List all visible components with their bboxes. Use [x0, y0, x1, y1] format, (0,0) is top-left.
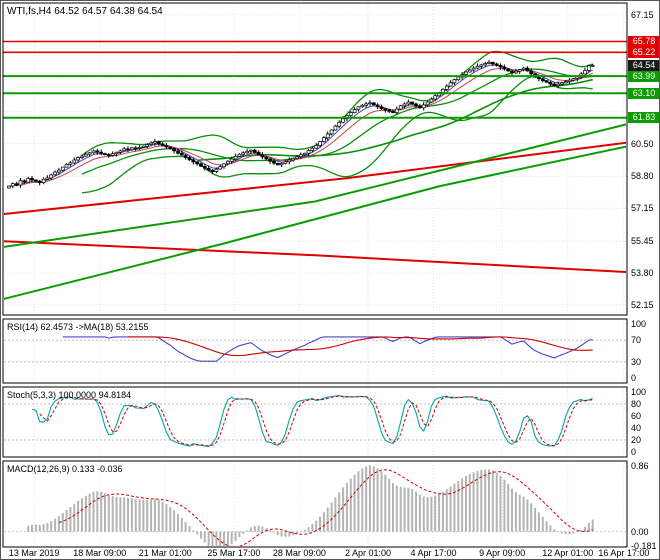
stoch-panel-title: Stoch(5,3,3) 100.0000 94.8184	[7, 390, 132, 400]
price-axis-label: 60.50	[631, 138, 654, 149]
rsi-axis-label: 30	[631, 356, 642, 367]
rsi-axis-label: 70	[631, 335, 642, 346]
stoch-axis-label: 60	[631, 411, 642, 421]
macd-panel-title: MACD(12,26,9) 0.133 -0.036	[7, 464, 123, 474]
time-axis-label: 4 Apr 17:00	[410, 548, 457, 558]
time-axis-label: 25 Mar 17:00	[207, 548, 261, 558]
time-axis-label: 21 Mar 01:00	[138, 548, 192, 558]
panel-frames	[2, 2, 628, 548]
rsi-axis-label: 0	[631, 373, 637, 383]
macd-axis-label: 0.86	[631, 460, 649, 471]
price-level-lines[interactable]	[3, 40, 627, 119]
price-axis-label: 52.15	[631, 299, 654, 310]
price-axis-label: 55.45	[631, 236, 654, 247]
current-price-badge: 64.54	[628, 59, 659, 71]
time-axis-label: 2 Apr 01:00	[345, 548, 392, 558]
stoch-axis-label: 0	[631, 447, 637, 457]
price-badge-61.83: 61.83	[628, 112, 659, 124]
stoch-axis-label: 80	[631, 399, 642, 409]
time-axis-label: 13 Mar 2019	[8, 548, 60, 558]
price-axis-label: 53.80	[631, 268, 654, 279]
price-axis-label: 67.15	[631, 9, 654, 20]
stoch-axis-label: 100	[631, 387, 647, 397]
price-badge-63.10: 63.10	[628, 87, 659, 99]
time-axis-label: 18 Mar 09:00	[73, 548, 127, 558]
rsi-plot	[4, 336, 626, 363]
red-falling-trend-ma	[4, 240, 626, 274]
price-badge-65.22: 65.22	[628, 46, 659, 58]
price-axis-label: 57.15	[631, 203, 654, 214]
stoch-axis-label: 40	[631, 423, 642, 433]
time-axis-label: 28 Mar 09:00	[272, 548, 326, 558]
macd-axis-label: -0.181	[631, 540, 657, 551]
price-axis-label: 58.80	[631, 171, 654, 182]
price-badge-65.78: 65.78	[628, 35, 659, 47]
main-chart-title: WTI,fs,H4 64.52 64.57 64.38 64.54	[7, 6, 163, 17]
time-axis-label: 9 Apr 09:00	[479, 548, 526, 558]
stoch-axis-label: 20	[631, 435, 642, 445]
stochastic-plot	[4, 394, 626, 448]
rsi-panel-title: RSI(14) 62.4573 ->MA(18) 53.2155	[7, 322, 149, 332]
green-rising-ma	[4, 123, 626, 248]
red-rising-trend-ma	[4, 141, 626, 216]
candlesticks	[7, 60, 595, 189]
long-moving-averages	[4, 123, 626, 300]
time-axis-label: 16 Apr 17:00	[598, 548, 650, 558]
macd-axis-label: 0.00	[631, 526, 649, 537]
time-axis-label: 12 Apr 01:00	[542, 548, 594, 558]
green-rising-ma-steep	[4, 145, 626, 300]
rsi-axis-label: 100	[631, 319, 647, 329]
macd-plot	[4, 465, 626, 546]
price-badge-63.99: 63.99	[628, 70, 659, 82]
